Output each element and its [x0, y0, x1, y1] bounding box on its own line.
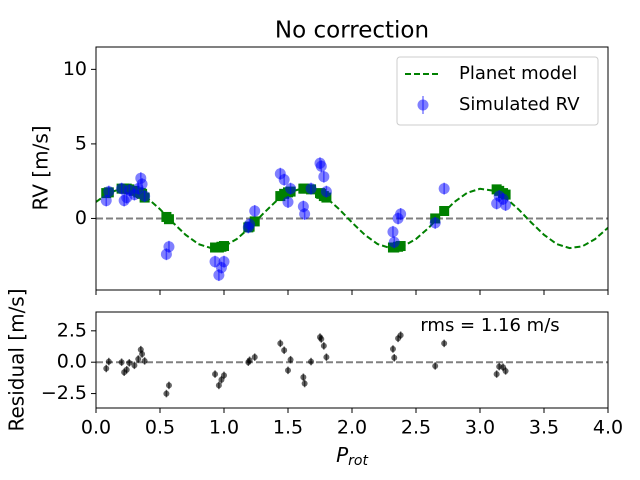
residual-point [123, 366, 130, 373]
rv-point [320, 186, 332, 198]
residual-point [141, 357, 148, 364]
y-tick-label: 2.5 [57, 319, 87, 341]
annotation: rms = 1.16 m/s [420, 315, 559, 336]
rv-point [136, 178, 148, 190]
model-point [219, 241, 229, 252]
x-tick-label: 1.5 [273, 417, 303, 439]
residual-point [318, 335, 325, 342]
residual-point [103, 365, 110, 372]
model-line [96, 187, 608, 250]
model-point [395, 241, 406, 252]
x-tick-label: 3.0 [465, 417, 495, 439]
y-axis-label: Residual [m/s] [5, 288, 29, 431]
residual-point [221, 372, 227, 379]
plot-area [96, 157, 608, 282]
residual-point [131, 362, 138, 369]
rv-point [100, 195, 112, 207]
x-axis-label-sub: rot [348, 453, 368, 469]
residual-point [432, 362, 439, 369]
legend-label: Simulated RV [459, 94, 580, 115]
residual-point [218, 376, 225, 383]
x-tick-label: 3.5 [529, 417, 559, 439]
legend-label: Planet model [459, 63, 577, 84]
rv-point [244, 218, 256, 230]
residual-point [139, 351, 146, 358]
y-tick-label: −2.5 [41, 382, 87, 404]
residual-point [163, 390, 170, 397]
residual-point [105, 358, 112, 365]
legend-box [396, 56, 599, 126]
rv-point [103, 186, 115, 198]
residual-point [320, 342, 327, 349]
x-axis-label-main: P [336, 443, 349, 467]
rv-point [500, 199, 512, 211]
x-axis-label: Prot [336, 443, 368, 470]
residual-point [212, 371, 219, 378]
rv-point [315, 160, 327, 172]
x-tick-label: 0.5 [145, 417, 175, 439]
rv-point [395, 208, 407, 220]
residual-point [246, 357, 253, 364]
residual-point [323, 354, 330, 361]
rv-point [139, 190, 151, 202]
axes-frame [95, 311, 609, 409]
residual-point [126, 359, 133, 366]
model-point [249, 216, 260, 227]
model-point [439, 205, 450, 216]
rv-point [278, 174, 290, 186]
y-tick-label: 5 [75, 132, 87, 154]
x-tick-label: 1.0 [209, 417, 239, 439]
residual-point [281, 347, 288, 354]
rv-point [282, 196, 294, 208]
residual-point [502, 367, 509, 374]
rv-point [388, 236, 400, 248]
x-tick-label: 4.0 [593, 417, 623, 439]
rv-point [438, 183, 450, 195]
residual-point [165, 382, 172, 389]
rv-point [285, 183, 297, 195]
y-tick-label: 10 [63, 58, 87, 80]
residual-point [287, 356, 294, 363]
residual-point [215, 382, 222, 389]
model-point [299, 183, 310, 194]
y-tick-label: 0.0 [57, 351, 87, 373]
axes-frame [95, 46, 609, 291]
rv-point [163, 241, 175, 253]
legend-marker [417, 99, 429, 111]
x-tick-label: 2.0 [337, 417, 367, 439]
residual-point [277, 340, 284, 347]
rv-point [387, 226, 399, 238]
x-tick-label: 2.5 [401, 417, 431, 439]
y-axis-label: RV [m/s] [29, 125, 53, 210]
rv-point [305, 183, 317, 195]
residual-point [441, 340, 448, 347]
residual-point [397, 332, 404, 339]
residual-point [493, 371, 500, 378]
rv-point [318, 171, 330, 183]
residual-point [389, 346, 396, 353]
rv-point [249, 205, 261, 217]
residual-point [300, 374, 307, 381]
model-point [163, 214, 174, 225]
residual-point [308, 358, 315, 365]
residual-point [135, 356, 142, 363]
rv-point [429, 217, 441, 229]
rv-point [218, 256, 230, 268]
residual-point [118, 359, 125, 366]
chart-title: No correction [275, 18, 429, 44]
residual-point [391, 354, 398, 361]
residual-point [251, 354, 258, 361]
x-tick-label: 0.0 [81, 417, 111, 439]
plot-area [96, 331, 608, 398]
residual-point [301, 380, 308, 387]
residual-point [285, 367, 291, 374]
y-tick-label: 0 [75, 207, 87, 229]
rv-point [299, 208, 311, 220]
